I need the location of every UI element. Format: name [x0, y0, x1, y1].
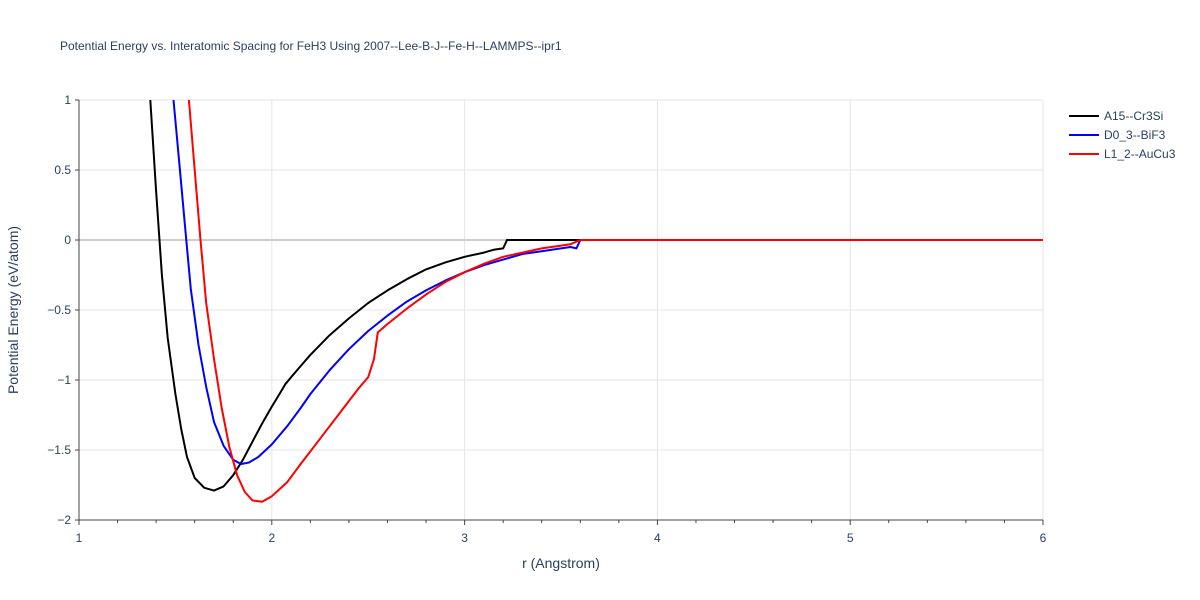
chart-title: Potential Energy vs. Interatomic Spacing…: [60, 39, 562, 53]
y-tick-label: −0.5: [47, 303, 71, 317]
y-tick-label: −2: [57, 513, 71, 527]
axes: [75, 99, 1044, 525]
x-tick-label: 6: [1040, 531, 1047, 545]
y-tick-label: 0.5: [54, 163, 71, 177]
y-tick-label: −1: [57, 373, 71, 387]
y-tick-label: 0: [64, 233, 71, 247]
legend: A15--Cr3Si D0_3--BiF3 L1_2--AuCu3: [1069, 109, 1176, 161]
y-axis-label: Potential Energy (eV/atom): [5, 226, 21, 394]
x-tick-label: 3: [461, 531, 468, 545]
series-line-1: [172, 100, 1043, 465]
x-tick-label: 2: [268, 531, 275, 545]
series-line-0: [149, 100, 1043, 492]
gridlines: [79, 99, 1044, 520]
y-tick-labels: 1 0.5 0 −0.5 −1 −1.5 −2: [47, 93, 71, 527]
x-tick-label: 4: [654, 531, 661, 545]
legend-entry: L1_2--AuCu3: [1104, 147, 1176, 161]
x-tick-labels: 1 2 3 4 5 6: [76, 531, 1047, 545]
legend-entry: A15--Cr3Si: [1104, 109, 1163, 123]
y-tick-label: −1.5: [47, 443, 71, 457]
y-tick-label: 1: [64, 93, 71, 107]
x-axis-label: r (Angstrom): [522, 555, 600, 571]
x-tick-label: 5: [847, 531, 854, 545]
x-tick-label: 1: [76, 531, 83, 545]
series-line-2: [187, 100, 1043, 503]
series-lines: [149, 100, 1043, 503]
legend-entry: D0_3--BiF3: [1104, 128, 1166, 142]
